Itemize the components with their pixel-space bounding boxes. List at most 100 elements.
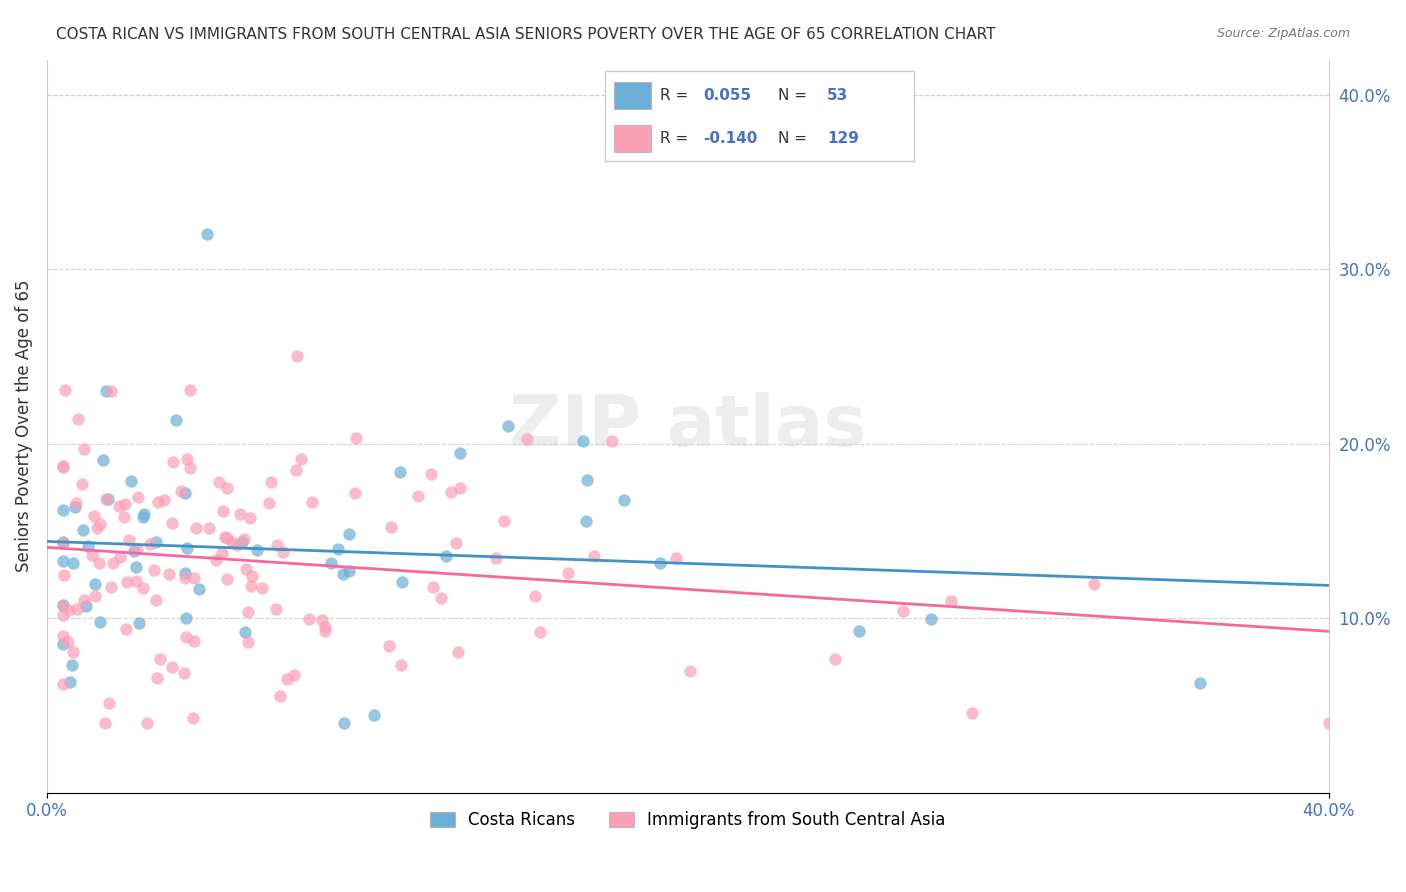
Point [212, 504, 235, 518]
Point [73, 593, 96, 607]
Point [183, 634, 205, 648]
Point [176, 451, 198, 466]
Point [93, 715, 115, 730]
Point [333, 715, 356, 730]
Point [117, 575, 139, 590]
Point [122, 544, 145, 558]
Point [290, 451, 312, 466]
Point [188, 582, 211, 597]
Point [174, 566, 197, 580]
Point [197, 521, 219, 535]
Point [82, 548, 104, 562]
Point [259, 496, 281, 510]
Point [891, 604, 914, 618]
Point [63, 500, 86, 515]
Point [125, 560, 148, 574]
Point [250, 581, 273, 595]
Point [434, 549, 457, 564]
Point [169, 483, 191, 498]
Point [939, 593, 962, 607]
Point [1317, 715, 1340, 730]
Point [389, 657, 412, 672]
Point [146, 495, 169, 509]
Point [174, 486, 197, 500]
Point [70, 477, 93, 491]
Point [214, 530, 236, 544]
Point [179, 461, 201, 475]
Point [145, 534, 167, 549]
Point [260, 475, 283, 489]
Text: 53: 53 [827, 88, 849, 103]
Point [378, 639, 401, 653]
Point [221, 534, 243, 549]
Point [127, 491, 149, 505]
Point [114, 497, 136, 511]
Point [53, 383, 76, 397]
Point [321, 556, 343, 570]
Point [183, 711, 205, 725]
Point [494, 514, 516, 528]
Point [128, 615, 150, 630]
Point [582, 549, 605, 563]
Point [420, 467, 443, 481]
Point [66, 602, 89, 616]
Point [186, 521, 208, 535]
Point [166, 413, 188, 427]
Point [97, 491, 120, 506]
Point [311, 613, 333, 627]
Point [94, 384, 117, 399]
Point [53, 568, 76, 582]
Point [176, 541, 198, 555]
Point [326, 541, 349, 556]
Text: 0.055: 0.055 [703, 88, 752, 103]
Point [52, 503, 75, 517]
Point [287, 350, 309, 364]
Point [529, 624, 551, 639]
Point [232, 532, 254, 546]
Point [269, 690, 291, 704]
Point [824, 652, 846, 666]
Point [52, 629, 75, 643]
Point [56, 635, 79, 649]
Text: R =: R = [661, 88, 693, 103]
Point [447, 645, 470, 659]
Point [575, 473, 598, 487]
Point [153, 493, 176, 508]
Point [240, 579, 263, 593]
Point [138, 537, 160, 551]
Point [332, 567, 354, 582]
Point [484, 550, 506, 565]
Point [344, 485, 367, 500]
Point [100, 384, 122, 398]
Text: Source: ZipAtlas.com: Source: ZipAtlas.com [1216, 27, 1350, 40]
Point [89, 517, 111, 532]
Point [86, 521, 108, 535]
Point [233, 624, 256, 639]
Point [120, 474, 142, 488]
Point [572, 434, 595, 448]
Point [83, 589, 105, 603]
Point [59, 675, 82, 690]
Point [314, 620, 336, 634]
Point [132, 510, 155, 524]
Point [83, 577, 105, 591]
Point [337, 564, 360, 578]
Point [195, 227, 218, 241]
Point [162, 455, 184, 469]
Point [52, 637, 75, 651]
Point [174, 571, 197, 585]
Text: COSTA RICAN VS IMMIGRANTS FROM SOUTH CENTRAL ASIA SENIORS POVERTY OVER THE AGE O: COSTA RICAN VS IMMIGRANTS FROM SOUTH CEN… [56, 27, 995, 42]
Point [112, 510, 135, 524]
Point [52, 598, 75, 612]
Point [283, 667, 305, 681]
Point [52, 459, 75, 474]
Point [52, 677, 75, 691]
FancyBboxPatch shape [605, 71, 914, 161]
Point [149, 651, 172, 665]
Point [132, 507, 155, 521]
Legend: Costa Ricans, Immigrants from South Central Asia: Costa Ricans, Immigrants from South Cent… [423, 805, 952, 836]
Text: -0.140: -0.140 [703, 131, 758, 145]
Point [430, 591, 453, 605]
Point [389, 466, 412, 480]
Point [246, 543, 269, 558]
